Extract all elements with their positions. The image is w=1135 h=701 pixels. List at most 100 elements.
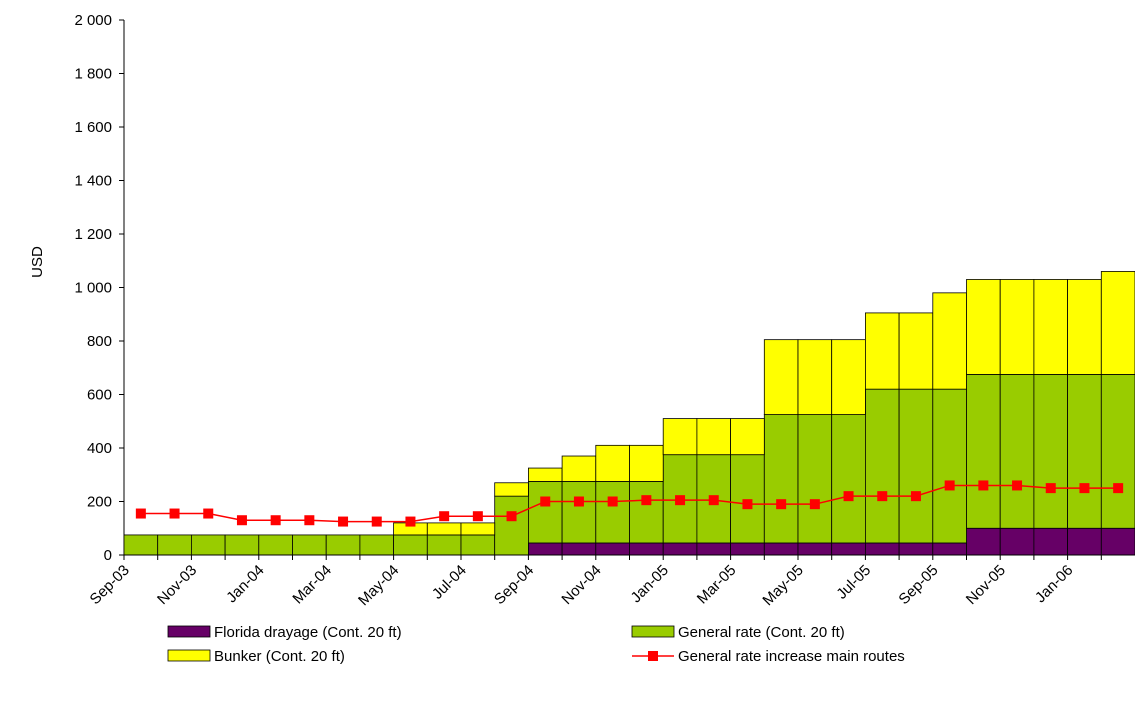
bar [393,534,428,556]
bar [629,444,664,482]
y-tick-label: 1 400 [74,173,112,190]
bar [763,339,799,415]
line-marker [169,508,180,519]
bar [528,481,563,544]
x-tick-label: Jan-06 [1032,562,1076,606]
legend-label: Bunker (Cont. 20 ft) [214,648,345,665]
y-tick-label: 400 [87,440,112,457]
line-marker [708,495,719,506]
bar [730,418,765,456]
y-tick-label: 600 [87,387,112,404]
y-tick-label: 1 800 [74,66,112,83]
y-tick-label: 0 [104,547,112,564]
bar [258,534,293,556]
bar [1067,374,1102,529]
bar [730,542,765,556]
y-tick-label: 1 000 [74,280,112,297]
line-marker [944,480,955,491]
bar [292,534,327,556]
x-tick-label: Sep-03 [87,562,133,608]
x-tick-label: Mar-05 [694,562,740,608]
bar [763,414,799,544]
bar [325,534,361,556]
line-marker [742,499,753,510]
legend-label: General rate (Cont. 20 ft) [678,624,845,641]
legend-label: Florida drayage (Cont. 20 ft) [214,624,402,641]
bar [1100,527,1135,556]
line-marker [439,511,450,522]
bar [123,534,159,556]
bar [1067,527,1102,556]
bar [932,542,967,556]
bar [629,481,664,544]
bar [831,339,866,415]
line-marker [910,491,921,502]
line-marker [1045,483,1056,494]
bar [460,522,496,536]
bar [730,454,765,544]
bar [561,455,597,482]
bar [1100,271,1135,375]
bar [1100,374,1135,529]
legend-label: General rate increase main routes [678,648,905,665]
bar [426,522,462,536]
x-tick-label: Mar-04 [289,562,335,608]
bar [898,388,934,544]
x-tick-label: Jul-05 [833,562,874,603]
bar [966,527,1001,556]
bar [595,542,630,556]
y-tick-label: 2 000 [74,12,112,29]
y-tick-label: 1 200 [74,226,112,243]
bar [999,374,1035,529]
bar [932,388,967,544]
bar [1033,374,1069,529]
line-marker [573,496,584,507]
line-marker [1079,483,1090,494]
line-marker [641,495,652,506]
bar [696,418,732,456]
bar [898,542,934,556]
line-marker [304,515,315,526]
line-marker [506,511,517,522]
bar [831,542,866,556]
line-marker [338,516,349,527]
bar [865,388,900,544]
bar [662,418,698,456]
bar [696,542,732,556]
x-tick-label: May-05 [759,562,806,609]
bar [999,279,1035,375]
y-tick-label: 200 [87,494,112,511]
bar [797,339,833,415]
y-tick-label: 1 600 [74,119,112,136]
legend-swatch [167,649,211,662]
bar [1033,279,1069,375]
legend-marker [648,651,658,661]
bar [494,495,529,556]
bar [932,292,967,390]
bar [426,534,462,556]
line-marker [371,516,382,527]
x-tick-label: Nov-04 [558,562,604,608]
x-tick-label: Nov-03 [154,562,200,608]
bar [528,542,563,556]
line-marker [135,508,146,519]
line-marker [776,499,787,510]
bar [224,534,260,556]
x-tick-label: May-04 [355,562,402,609]
legend-swatch [631,625,675,638]
bar [494,482,529,497]
bar [662,542,698,556]
line-marker [472,511,483,522]
bar [561,542,597,556]
bar [831,414,866,544]
line-marker [203,508,214,519]
bar [1033,527,1069,556]
line-marker [809,499,820,510]
y-axis-label: USD [29,246,46,278]
bar [460,534,496,556]
line-marker [405,516,416,527]
x-tick-label: Jan-05 [628,562,672,606]
line-marker [270,515,281,526]
bar [966,279,1001,375]
